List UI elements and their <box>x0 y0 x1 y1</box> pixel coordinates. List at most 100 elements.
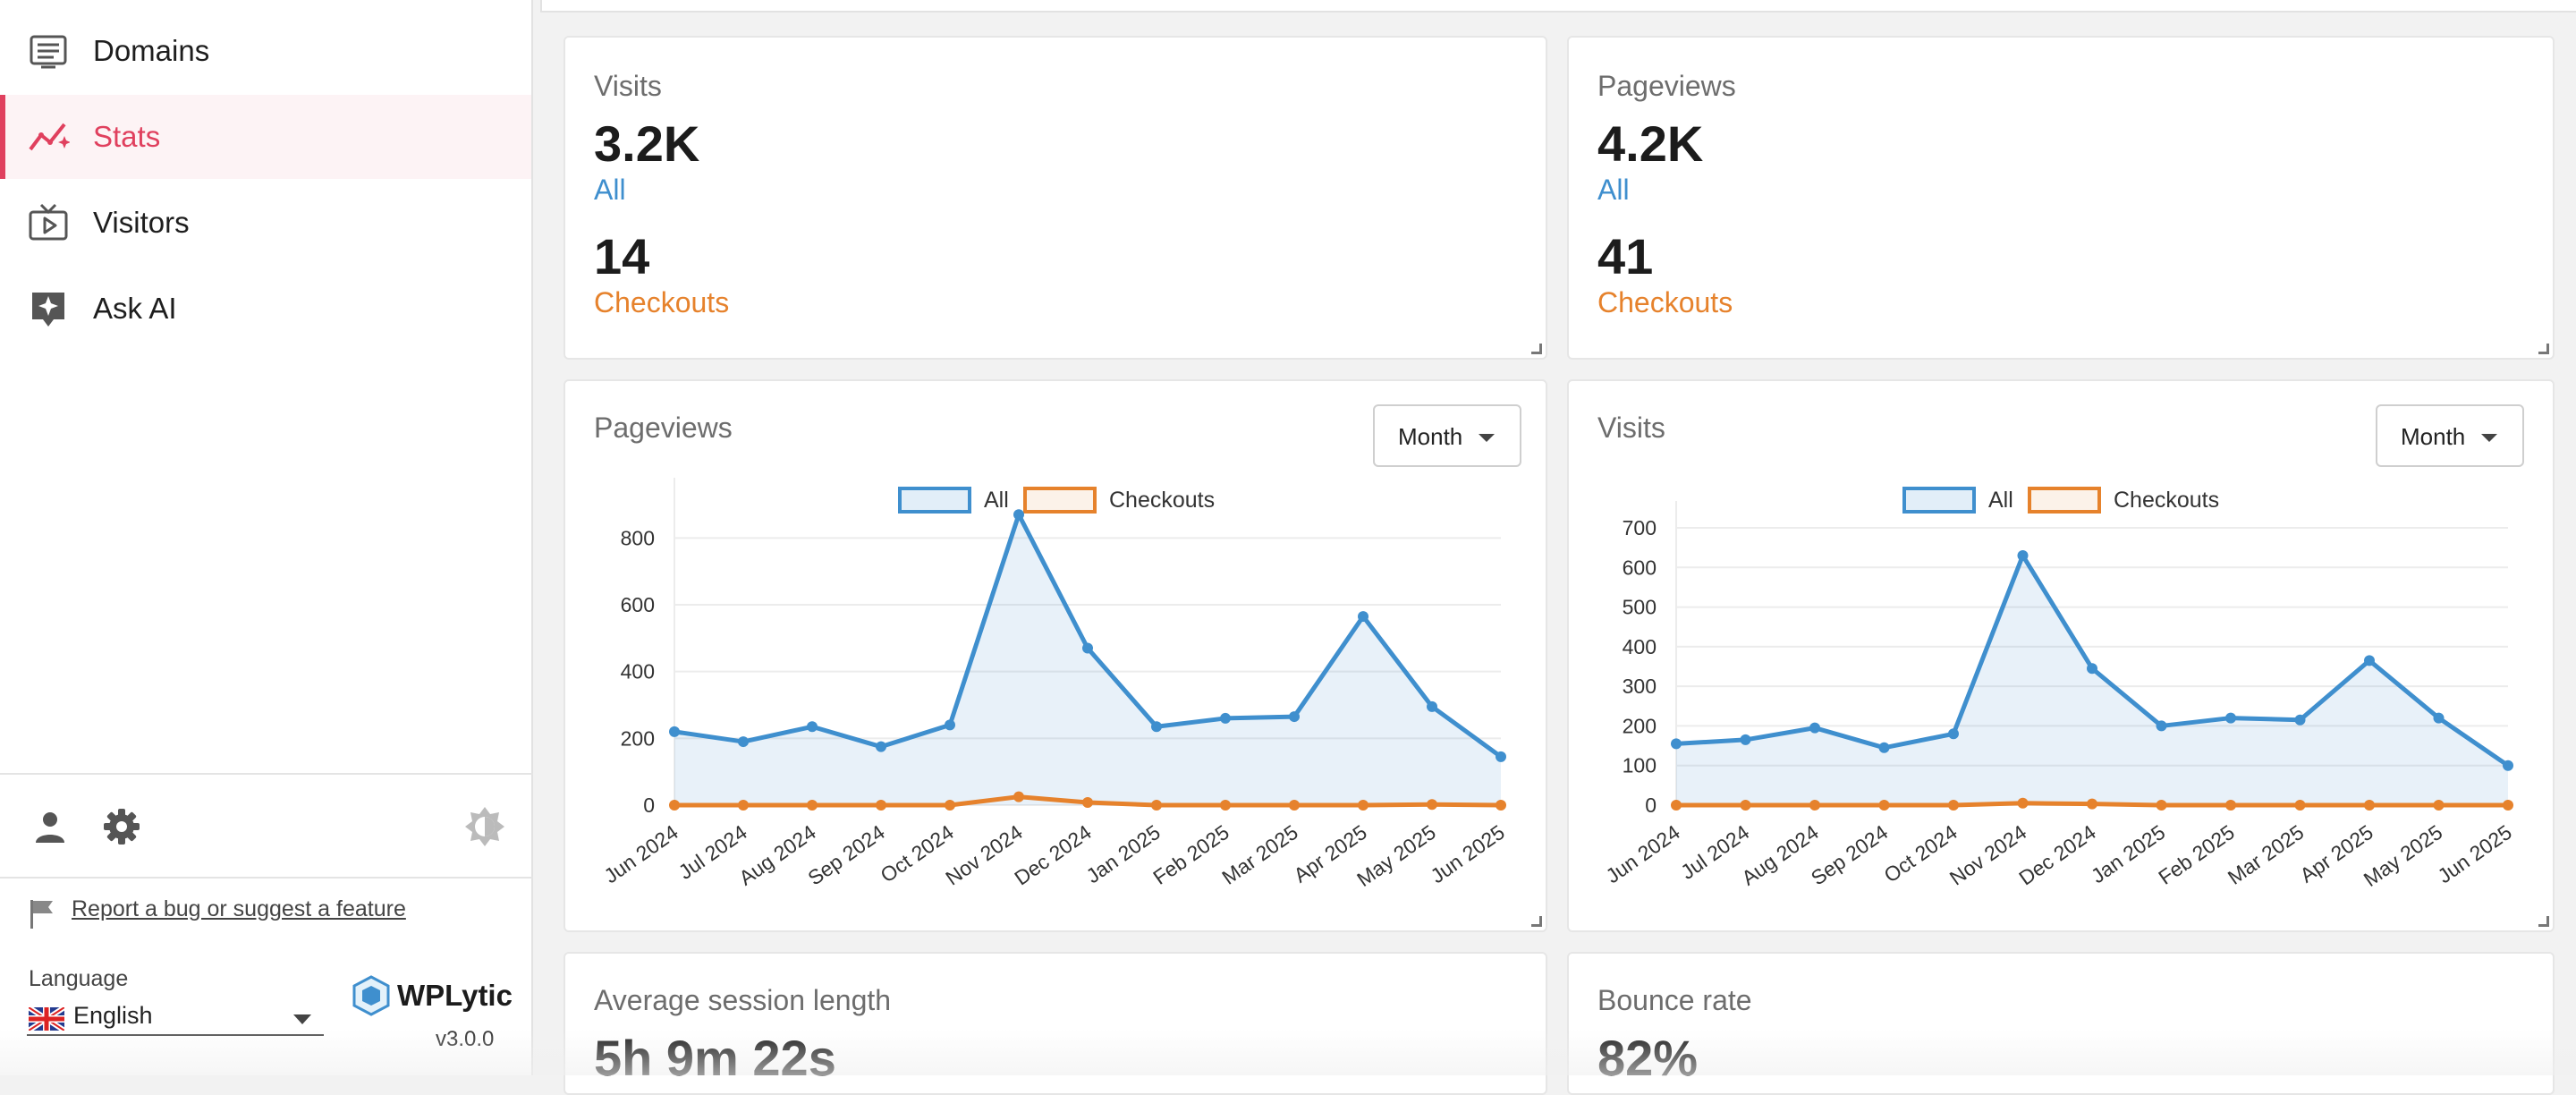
pageviews-all-label: All <box>1597 174 1630 206</box>
data-point-all <box>738 736 749 748</box>
card-title: Average session length <box>594 984 892 1016</box>
legend-label-checkouts: Checkouts <box>2114 488 2219 513</box>
legend-swatch-all <box>1902 487 1976 514</box>
chevron-down-icon <box>1479 434 1495 442</box>
legend-label-all: All <box>984 488 1009 513</box>
gear-icon[interactable] <box>102 807 141 846</box>
resize-handle[interactable] <box>2538 344 2549 354</box>
resize-handle[interactable] <box>1531 344 1542 354</box>
area-all <box>674 514 1501 805</box>
wplytic-logo-icon <box>352 975 390 1016</box>
data-point-all <box>1013 509 1024 521</box>
visitors-icon <box>29 203 68 241</box>
visits-all-value: 3.2K <box>594 115 700 172</box>
uk-flag-icon <box>29 1007 64 1031</box>
report-bug-link[interactable]: Report a bug or suggest a feature <box>72 896 406 921</box>
data-point-all <box>1878 742 1890 753</box>
data-point-checkouts <box>1427 799 1437 811</box>
data-point-checkouts <box>1151 800 1162 811</box>
card-title: Pageviews <box>594 412 733 444</box>
period-select[interactable]: Month <box>1373 404 1521 467</box>
data-point-all <box>1671 738 1682 750</box>
period-value: Month <box>2401 423 2466 450</box>
data-point-all <box>1220 712 1231 724</box>
legend-swatch-checkouts <box>1023 487 1097 514</box>
period-select[interactable]: Month <box>2376 404 2524 467</box>
data-point-checkouts <box>1671 800 1682 811</box>
data-point-all <box>1151 721 1162 733</box>
y-tick-label: 500 <box>1623 596 1657 619</box>
pageviews-chart-card: Pageviews Month All Checkouts 0 200 400 600 80… <box>564 379 1547 932</box>
data-point-all <box>1948 728 1959 740</box>
data-point-all <box>876 741 886 752</box>
data-point-checkouts <box>1289 800 1300 811</box>
x-tick-label: Mar 2025 <box>1217 820 1302 889</box>
resize-handle[interactable] <box>1531 916 1542 927</box>
data-point-all <box>669 726 680 737</box>
y-tick-label: 0 <box>643 794 655 817</box>
flag-icon <box>30 900 53 929</box>
x-tick-label: Jun 2024 <box>1601 820 1684 888</box>
data-point-all <box>2156 720 2167 732</box>
sidebar-divider-2 <box>0 877 533 879</box>
period-value: Month <box>1398 423 1463 450</box>
visits-line-chart: All Checkouts 0 100 200 300 400 500 600 700 Jun 20… <box>1601 487 2516 891</box>
nav-item-stats[interactable]: Stats <box>0 95 531 179</box>
data-point-checkouts <box>807 800 818 811</box>
x-tick-label: Nov 2024 <box>1945 820 2031 890</box>
y-tick-label: 600 <box>621 593 655 616</box>
domains-icon <box>30 35 67 69</box>
y-tick-label: 200 <box>621 726 655 750</box>
brand-version: v3.0.0 <box>436 1027 495 1051</box>
language-select[interactable]: English <box>27 998 324 1036</box>
y-tick-label: 600 <box>1623 556 1657 579</box>
visits-chart-card: Visits Month All Checkouts 0 100 200 300 400 50… <box>1567 379 2555 932</box>
chevron-down-icon <box>2481 434 2497 442</box>
data-point-all <box>1358 611 1368 623</box>
x-tick-label: Jun 2024 <box>599 820 682 888</box>
nav-item-domains[interactable]: Domains <box>0 9 531 93</box>
data-point-checkouts <box>1809 800 1820 811</box>
bounce-rate-card: Bounce rate 82% <box>1567 952 2555 1095</box>
language-value: English <box>73 1002 153 1029</box>
x-tick-label: Feb 2025 <box>1148 820 1233 889</box>
chevron-down-icon <box>293 1014 311 1024</box>
nav-label-domains: Domains <box>93 34 210 67</box>
stats-icon <box>29 123 70 151</box>
legend-swatch-checkouts <box>2028 487 2101 514</box>
x-tick-label: May 2025 <box>1352 820 1440 891</box>
data-point-checkouts <box>1082 797 1093 809</box>
data-point-all <box>807 721 818 733</box>
session-length-card: Average session length 5h 9m 22s <box>564 952 1547 1095</box>
data-point-all <box>2087 663 2097 675</box>
resize-handle[interactable] <box>2538 916 2549 927</box>
data-point-checkouts <box>669 800 680 811</box>
x-tick-label: Aug 2024 <box>734 820 820 890</box>
data-point-all <box>2433 712 2445 724</box>
nav-label-visitors: Visitors <box>93 206 190 239</box>
x-tick-label: Dec 2024 <box>1010 820 1096 890</box>
data-point-all <box>1427 700 1437 712</box>
data-point-all <box>1289 711 1300 723</box>
visits-all-label: All <box>594 174 626 206</box>
data-point-checkouts <box>1496 800 1506 811</box>
y-tick-label: 200 <box>1623 714 1657 737</box>
card-title: Pageviews <box>1597 70 1736 102</box>
chart-legend: All Checkouts <box>898 487 1215 514</box>
x-tick-label: Feb 2025 <box>2154 820 2239 889</box>
pageviews-all-value: 4.2K <box>1597 115 1704 172</box>
theme-toggle-icon[interactable] <box>463 805 506 848</box>
data-point-all <box>1809 722 1820 734</box>
x-tick-label: Jun 2025 <box>2433 820 2515 888</box>
language-label: Language <box>29 966 129 991</box>
user-icon[interactable] <box>32 809 68 845</box>
nav-item-visitors[interactable]: Visitors <box>0 181 531 265</box>
x-tick-label: Sep 2024 <box>803 820 889 890</box>
data-point-checkouts <box>738 800 749 811</box>
nav-item-ask-ai[interactable]: Ask AI <box>0 267 531 351</box>
data-point-all <box>2364 655 2375 666</box>
data-point-checkouts <box>2087 798 2097 810</box>
data-point-checkouts <box>1013 791 1024 802</box>
data-point-all <box>1740 734 1751 745</box>
x-tick-label: Jan 2025 <box>1081 820 1164 888</box>
